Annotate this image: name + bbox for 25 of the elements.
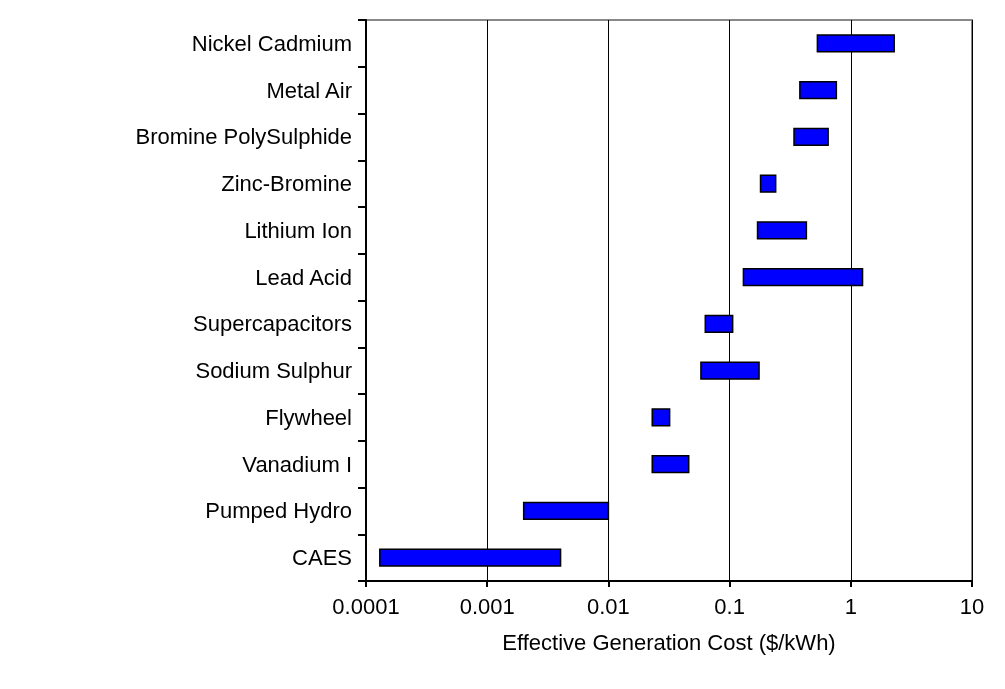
y-tick-label: Flywheel [265, 404, 352, 430]
y-tick-label: Zinc-Bromine [221, 171, 352, 197]
x-tick-label: 10 [959, 593, 985, 619]
bar [793, 127, 829, 147]
bar [651, 454, 690, 474]
y-tick-label: Lead Acid [255, 264, 352, 290]
bar [756, 221, 808, 240]
y-tick-label: Pumped Hydro [205, 498, 352, 524]
y-tick-label: CAES [292, 545, 352, 571]
x-tick-label: 0.001 [459, 593, 515, 619]
x-tick-label: 0.01 [586, 593, 630, 619]
x-tick-label: 0.1 [714, 593, 745, 619]
x-tick-label: 1 [844, 593, 857, 619]
x-tick-label: 0.0001 [332, 593, 400, 619]
bar [799, 80, 838, 100]
x-axis-title: Effective Generation Cost ($/kWh) [502, 629, 836, 655]
y-tick-label: Bromine PolySulphide [135, 124, 352, 150]
y-tick-label: Vanadium I [242, 451, 352, 477]
y-tick-label: Sodium Sulphur [195, 358, 352, 384]
y-tick-label: Metal Air [266, 77, 352, 103]
y-tick-label: Nickel Cadmium [191, 30, 352, 56]
y-tick-label: Lithium Ion [244, 217, 352, 243]
y-tick-label: Supercapacitors [193, 311, 352, 337]
bar [759, 174, 777, 193]
bar [651, 408, 671, 427]
